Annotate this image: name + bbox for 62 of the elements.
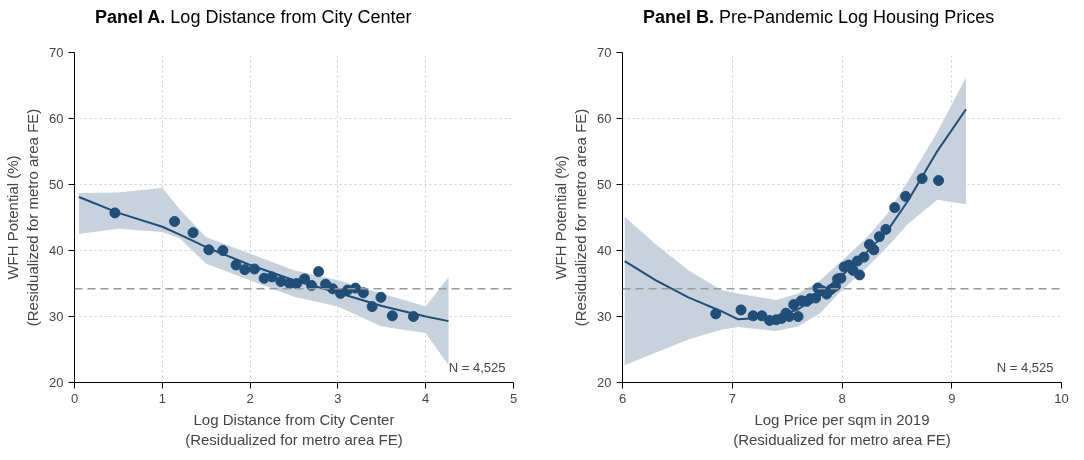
point — [203, 244, 215, 256]
x-tick-label: 3 — [334, 390, 342, 406]
x-tick-label: 9 — [948, 390, 956, 406]
point — [792, 311, 804, 322]
point — [880, 223, 892, 235]
point — [109, 207, 121, 219]
x-axis-title: Log Price per sqm in 2019 (Residualized for metro area FE) — [733, 410, 951, 448]
x-tick-label: 2 — [246, 390, 254, 406]
y-tick-label: 60 — [49, 111, 64, 126]
y-tick-label: 30 — [597, 309, 612, 324]
point — [169, 215, 181, 227]
point — [266, 271, 278, 283]
point — [756, 310, 768, 322]
y-tick-label: 70 — [597, 45, 612, 60]
annotation: N = 4,525 — [448, 359, 506, 375]
line-series — [77, 196, 450, 323]
point — [313, 266, 325, 278]
point — [735, 304, 747, 316]
x-tick-label: 7 — [728, 390, 736, 406]
y-tick-label: 50 — [597, 177, 612, 192]
point — [187, 227, 199, 239]
y-tick-label: 20 — [49, 375, 64, 390]
x-tick-label: 5 — [509, 390, 518, 406]
x-tick-label: 1 — [158, 390, 166, 406]
chart-title: Panel B. Pre-Pandemic Log Housing Prices — [643, 6, 995, 29]
y-axis-title: WFH Potential (%) (Residualized for metro area FE) — [3, 108, 42, 327]
point — [788, 299, 800, 311]
point — [900, 190, 912, 202]
x-tick-label: 10 — [1054, 390, 1069, 406]
point — [710, 308, 722, 320]
point — [747, 310, 759, 322]
point — [248, 263, 260, 275]
point — [854, 269, 866, 281]
point — [933, 175, 945, 187]
point — [217, 245, 229, 256]
point — [299, 273, 311, 285]
y-tick-label: 30 — [49, 309, 64, 324]
x-tick-label: 6 — [618, 390, 627, 406]
point — [239, 264, 251, 276]
y-axis-title: WFH Potential (%) (Residualized for metro area FE) — [551, 108, 590, 327]
point — [375, 291, 387, 303]
y-tick-label: 70 — [49, 45, 64, 60]
point — [916, 173, 928, 185]
annotation: N = 4,525 — [996, 359, 1054, 375]
point — [858, 251, 870, 263]
y-tick-label: 40 — [49, 243, 64, 258]
x-tick-label: 4 — [422, 390, 430, 406]
x-tick-label: 0 — [70, 390, 79, 406]
point — [386, 310, 398, 322]
point — [366, 301, 378, 313]
y-tick-label: 60 — [597, 111, 612, 126]
point — [868, 244, 880, 256]
point — [889, 202, 901, 214]
point — [230, 259, 242, 271]
point — [407, 311, 419, 322]
x-tick-label: 8 — [838, 390, 846, 406]
x-axis-title: Log Distance from City Center (Residualized for metro area FE) — [185, 410, 403, 448]
point — [873, 231, 885, 243]
y-tick-label: 20 — [597, 375, 612, 390]
y-tick-label: 50 — [49, 177, 64, 192]
y-tick-label: 40 — [597, 243, 612, 258]
chart-title: Panel A. Log Distance from City Center — [95, 6, 412, 29]
